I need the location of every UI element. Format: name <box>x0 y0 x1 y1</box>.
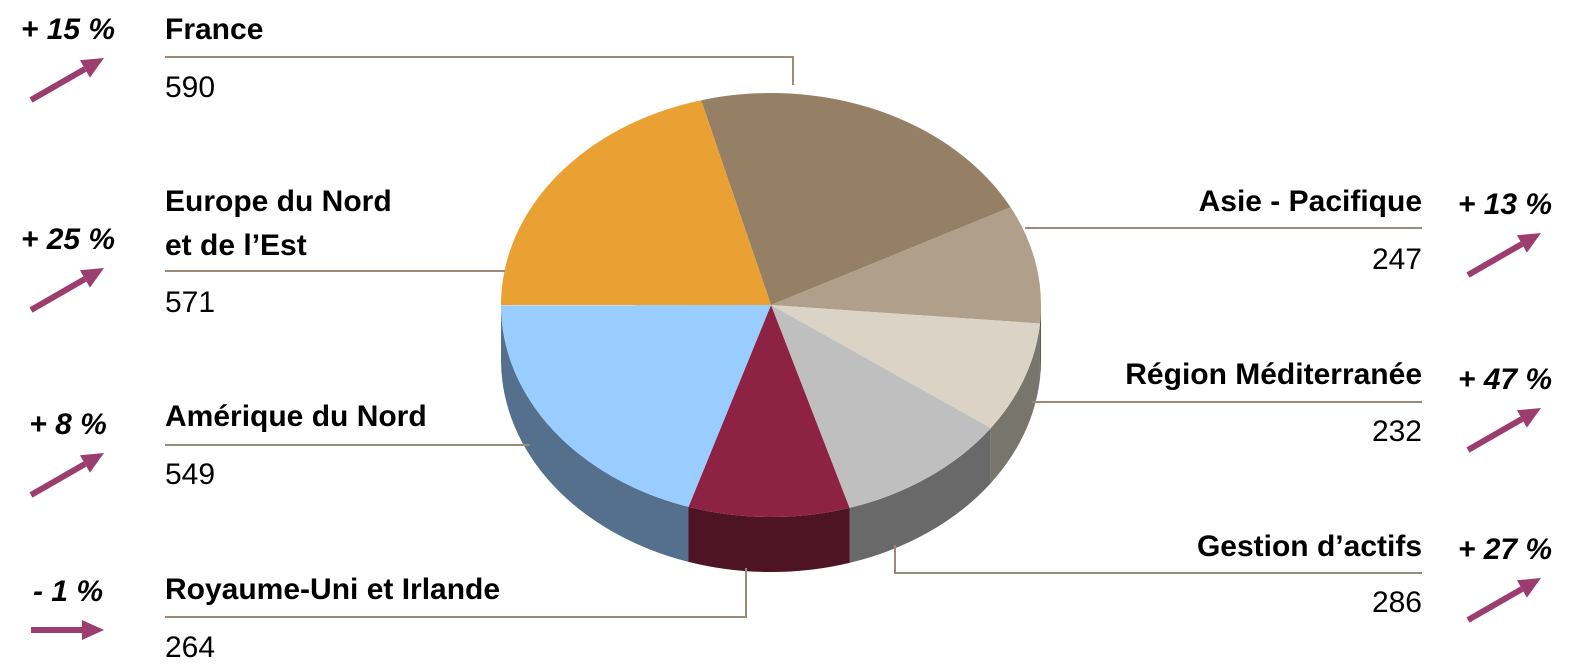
category-label: Europe du Nord et de l’Est <box>165 185 392 262</box>
value-label: 286 <box>1371 586 1422 619</box>
change-label: + 47 % <box>1457 363 1553 396</box>
value-label: 590 <box>165 71 216 104</box>
leader-line <box>165 568 747 618</box>
trend-arrow <box>29 268 104 313</box>
arrow-head <box>1516 233 1541 253</box>
slice-side <box>990 323 1040 484</box>
value-label: 247 <box>1371 243 1422 276</box>
value-label: 571 <box>165 286 216 319</box>
arrow-head <box>79 268 104 288</box>
arrow-shaft <box>1466 416 1524 453</box>
slice <box>688 305 850 517</box>
change-label: + 25 % <box>20 223 116 256</box>
leader-line <box>894 545 1422 574</box>
arrow-head <box>1516 408 1541 428</box>
slice <box>771 305 991 508</box>
slice <box>771 207 1041 324</box>
category-label: France <box>165 13 264 46</box>
change-label: + 15 % <box>20 13 116 46</box>
trend-arrow <box>31 620 104 640</box>
slice <box>771 305 1040 429</box>
slice-side <box>1039 305 1041 379</box>
arrow-shaft <box>29 66 87 103</box>
trend-arrow <box>1466 233 1541 278</box>
arrow-head <box>1516 578 1541 598</box>
change-label: + 8 % <box>29 408 107 441</box>
category-label: Amérique du Nord <box>165 400 427 433</box>
leader-line <box>165 56 794 85</box>
value-label: 264 <box>165 631 216 664</box>
change-label: + 13 % <box>1457 188 1553 221</box>
category-label: Asie - Pacifique <box>1198 185 1422 218</box>
trend-arrow <box>1466 408 1541 453</box>
trend-arrow <box>29 58 104 103</box>
category-label: Royaume-Uni et Irlande <box>165 573 501 606</box>
value-label: 232 <box>1371 415 1422 448</box>
trend-arrow <box>29 453 104 498</box>
slice-side <box>688 506 850 573</box>
slice-side <box>849 428 991 563</box>
category-label: Région Méditerranée <box>1125 358 1422 391</box>
arrow-shaft <box>29 276 87 313</box>
trend-arrow <box>1466 578 1541 623</box>
slice <box>501 100 771 306</box>
slice-side <box>501 305 689 562</box>
arrow-head <box>82 620 104 640</box>
arrow-shaft <box>1466 241 1524 278</box>
arrow-head <box>79 453 104 473</box>
slice <box>501 305 771 507</box>
slice <box>701 93 1011 305</box>
category-label: Gestion d’actifs <box>1196 530 1422 563</box>
arrow-head <box>79 58 104 78</box>
arrow-shaft <box>29 461 87 498</box>
value-label: 549 <box>165 458 216 491</box>
arrow-shaft <box>1466 586 1524 623</box>
change-label: - 1 % <box>32 575 104 608</box>
change-label: + 27 % <box>1457 533 1553 566</box>
